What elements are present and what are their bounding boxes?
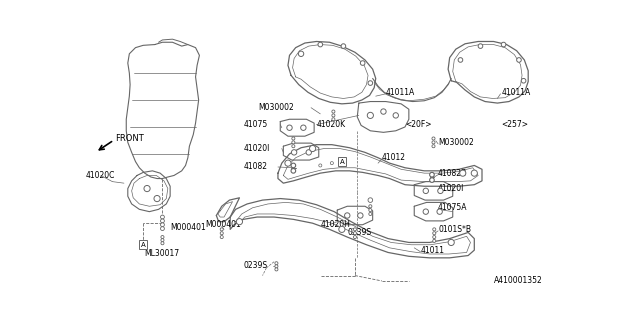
Circle shape [458, 58, 463, 62]
Text: 41020I: 41020I [243, 144, 269, 153]
Circle shape [332, 110, 335, 113]
Circle shape [319, 164, 322, 167]
Text: 41075A: 41075A [438, 203, 468, 212]
Circle shape [381, 109, 386, 114]
Text: ML30017: ML30017 [145, 250, 180, 259]
Text: FRONT: FRONT [115, 134, 144, 143]
Circle shape [460, 170, 466, 176]
Text: 41011A: 41011A [386, 88, 415, 97]
Circle shape [437, 209, 442, 214]
Circle shape [368, 198, 372, 203]
Circle shape [332, 118, 335, 121]
Circle shape [318, 42, 323, 47]
Circle shape [369, 209, 372, 212]
Circle shape [161, 219, 164, 223]
Circle shape [310, 145, 316, 152]
Circle shape [433, 228, 436, 231]
Text: M000401: M000401 [205, 220, 241, 229]
Circle shape [275, 268, 278, 271]
Circle shape [432, 141, 435, 144]
Circle shape [306, 150, 312, 155]
Circle shape [360, 61, 365, 65]
Circle shape [332, 114, 335, 117]
Circle shape [501, 42, 506, 47]
Circle shape [220, 232, 223, 235]
Circle shape [341, 44, 346, 48]
Text: 0239S: 0239S [243, 261, 268, 270]
Text: 41082B: 41082B [438, 169, 467, 178]
Text: A: A [141, 242, 145, 248]
Circle shape [433, 232, 436, 235]
Circle shape [433, 236, 436, 239]
Text: 41012: 41012 [382, 153, 406, 162]
Circle shape [220, 228, 223, 231]
Text: M030002: M030002 [259, 103, 294, 112]
Circle shape [368, 81, 372, 85]
Circle shape [161, 227, 164, 230]
Circle shape [423, 188, 429, 194]
Text: M030002: M030002 [438, 138, 474, 147]
Text: <257>: <257> [501, 120, 528, 129]
Circle shape [339, 226, 345, 232]
Text: <20F>: <20F> [405, 120, 431, 129]
Circle shape [471, 170, 477, 176]
Circle shape [301, 125, 306, 131]
Circle shape [429, 178, 435, 182]
Text: 41011: 41011 [420, 246, 444, 255]
Circle shape [369, 212, 372, 215]
Text: 41020H: 41020H [320, 220, 350, 229]
Circle shape [292, 141, 295, 144]
Circle shape [358, 213, 363, 218]
Circle shape [287, 125, 292, 131]
Circle shape [275, 265, 278, 268]
Circle shape [161, 239, 164, 242]
Circle shape [353, 228, 356, 231]
Text: 41082: 41082 [243, 163, 268, 172]
Text: M000401: M000401 [170, 222, 206, 232]
Circle shape [344, 213, 350, 218]
Circle shape [292, 145, 295, 148]
Circle shape [161, 242, 164, 245]
Circle shape [275, 262, 278, 265]
Circle shape [433, 239, 436, 243]
Circle shape [423, 209, 429, 214]
Circle shape [291, 163, 296, 168]
Text: 41011A: 41011A [501, 88, 531, 97]
Circle shape [161, 236, 164, 239]
Text: 0101S*B: 0101S*B [438, 225, 471, 234]
Circle shape [298, 51, 304, 57]
Circle shape [220, 236, 223, 239]
Text: 41020I: 41020I [438, 184, 465, 193]
Circle shape [516, 58, 521, 62]
Circle shape [330, 162, 333, 165]
Text: 41020K: 41020K [316, 120, 346, 129]
Circle shape [438, 188, 443, 194]
Text: 41020C: 41020C [86, 171, 115, 180]
Circle shape [236, 219, 243, 225]
Circle shape [432, 137, 435, 140]
Circle shape [369, 205, 372, 208]
Circle shape [353, 236, 356, 239]
Circle shape [292, 137, 295, 140]
Circle shape [521, 78, 526, 83]
Circle shape [154, 196, 160, 202]
Circle shape [393, 113, 399, 118]
Text: A410001352: A410001352 [493, 276, 542, 285]
Text: 0239S: 0239S [348, 228, 371, 237]
Circle shape [161, 215, 164, 219]
Circle shape [144, 186, 150, 192]
Circle shape [291, 150, 297, 155]
Circle shape [291, 169, 296, 173]
Circle shape [353, 232, 356, 235]
Circle shape [161, 223, 164, 227]
Text: A: A [339, 159, 344, 164]
Circle shape [429, 172, 435, 177]
Circle shape [478, 44, 483, 48]
Text: 41075: 41075 [243, 120, 268, 129]
Circle shape [367, 112, 373, 118]
Circle shape [432, 145, 435, 148]
Circle shape [285, 160, 291, 166]
Circle shape [448, 239, 454, 245]
